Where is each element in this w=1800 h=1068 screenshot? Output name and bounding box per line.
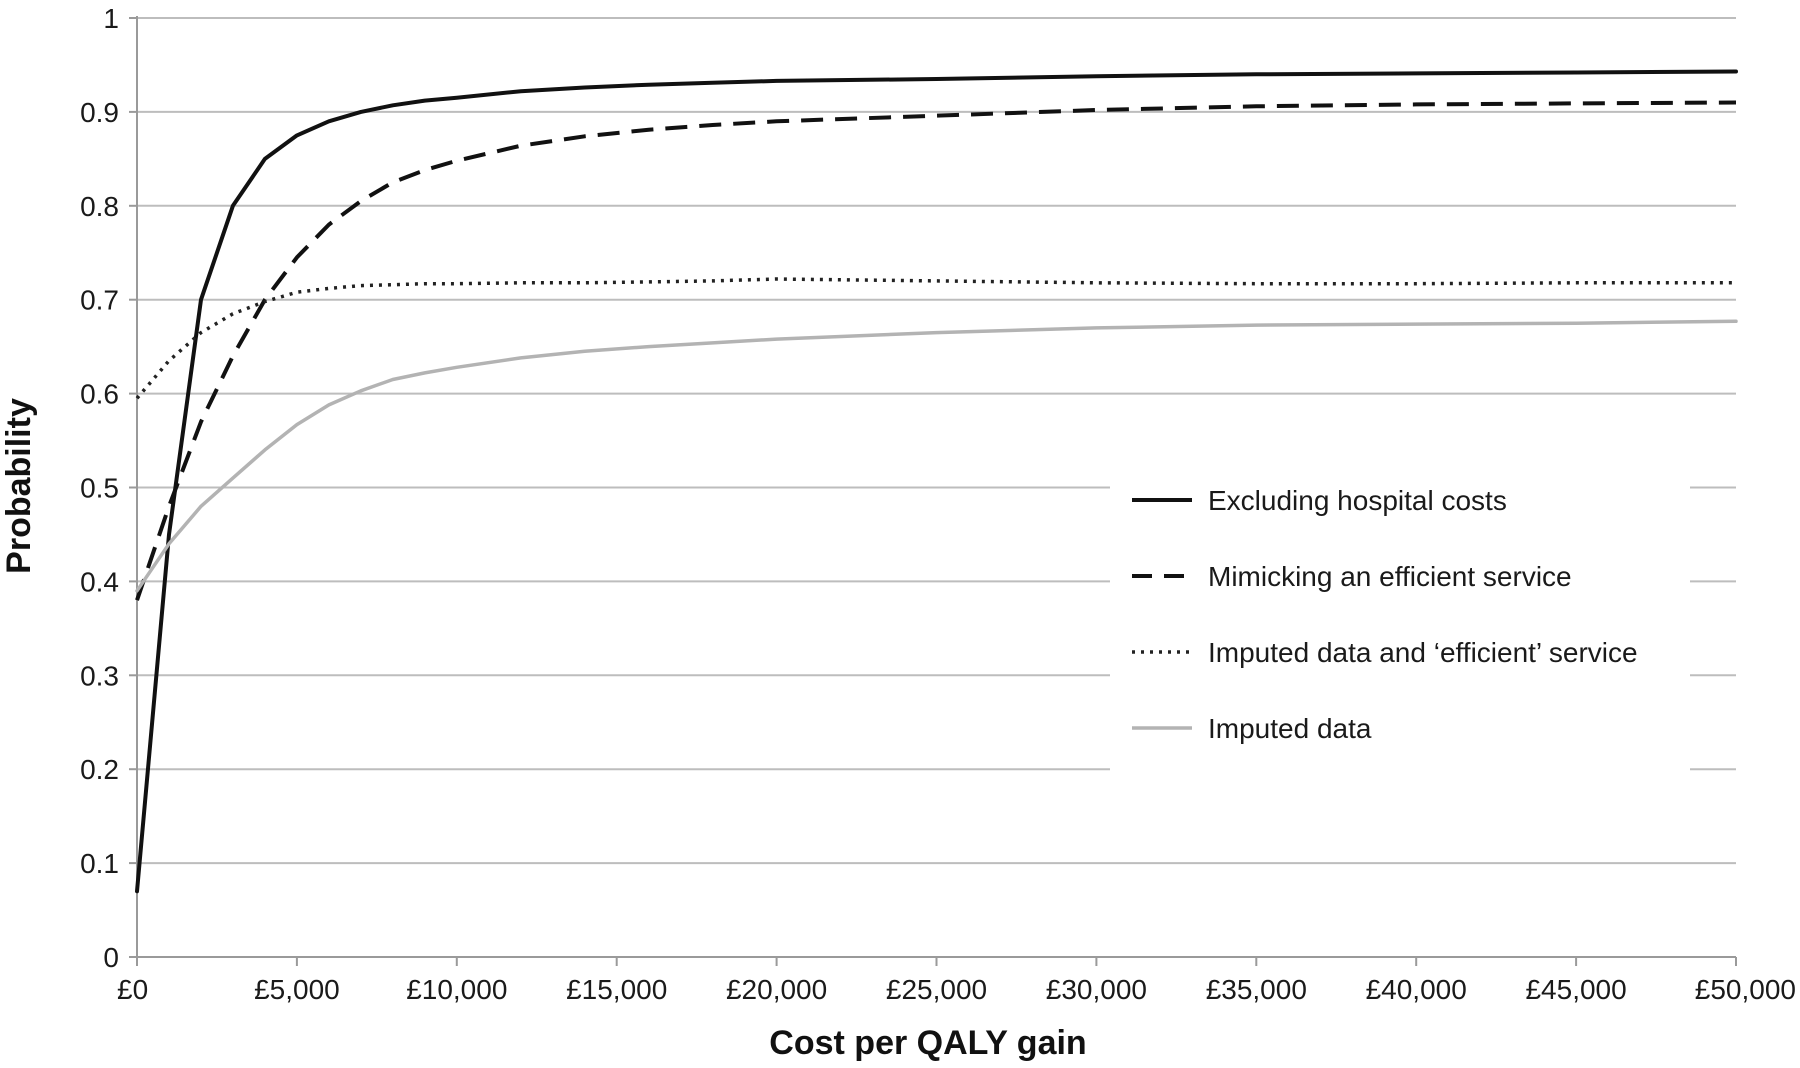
gridlines (137, 17, 1736, 865)
x-tick-label: £15,000 (566, 974, 667, 1005)
y-tick-label: 0.8 (80, 191, 119, 222)
x-tick-labels: £0 £5,000 £10,000 £15,000 £20,000 £25,000 £30,… (117, 974, 1796, 1005)
y-tick-label: 0.9 (80, 97, 119, 128)
y-axis-title: Probability (0, 398, 38, 574)
x-tick-label: £20,000 (726, 974, 827, 1005)
series-line-4 (135, 319, 1738, 593)
series-lines (135, 69, 1738, 894)
legend-label: Excluding hospital costs (1208, 485, 1507, 516)
x-tick-label: £30,000 (1046, 974, 1147, 1005)
y-tick-label: 0.2 (80, 754, 119, 785)
legend-label: Imputed data and ‘efficient’ service (1208, 637, 1638, 668)
legend: Excluding hospital costs Mimicking an eff… (1110, 465, 1690, 779)
y-tick-labels: 0 0.1 0.2 0.3 0.4 0.5 0.6 0.7 0.8 0.9 1 (80, 3, 119, 973)
y-tick-label: 0.7 (80, 285, 119, 316)
x-tick-label: £50,000 (1695, 974, 1796, 1005)
axes (129, 16, 1737, 966)
x-tick-label: £10,000 (406, 974, 507, 1005)
legend-label: Mimicking an efficient service (1208, 561, 1572, 592)
x-tick-label: £40,000 (1366, 974, 1467, 1005)
x-axis-title: Cost per QALY gain (769, 1024, 1086, 1062)
y-tick-label: 0.1 (80, 848, 119, 879)
y-tick-label: 0.4 (80, 566, 119, 597)
x-tick-label: £45,000 (1525, 974, 1626, 1005)
y-tick-label: 1 (103, 3, 119, 34)
y-tick-label: 0.5 (80, 473, 119, 504)
y-tick-label: 0.6 (80, 379, 119, 410)
x-tick-label: £0 (117, 974, 148, 1005)
x-tick-label: £5,000 (254, 974, 340, 1005)
x-tick-label: £35,000 (1206, 974, 1307, 1005)
series-line-2 (135, 100, 1737, 601)
legend-background (1110, 465, 1690, 779)
x-tick-label: £25,000 (886, 974, 987, 1005)
legend-label: Imputed data (1208, 713, 1372, 744)
series-line-3 (135, 277, 1736, 400)
y-tick-label: 0 (103, 942, 119, 973)
series-line-1 (135, 69, 1738, 894)
y-tick-label: 0.3 (80, 660, 119, 691)
